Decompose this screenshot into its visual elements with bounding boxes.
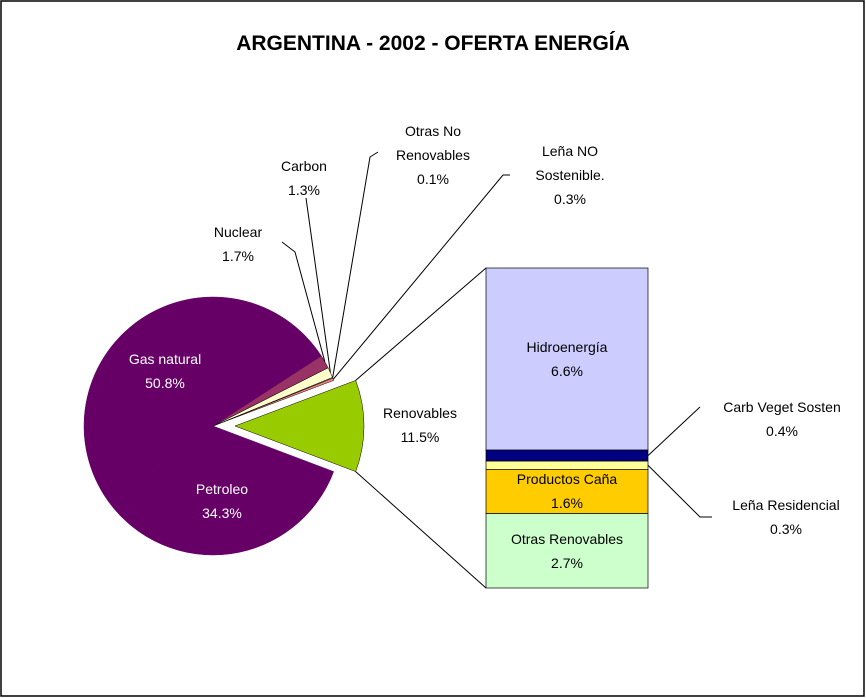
data-label: Otras Renovables 2.7% [492,527,642,575]
bar-segment [485,449,649,462]
leader-line [332,174,510,380]
label-text: Carbon [281,158,327,174]
leader-line [305,197,331,373]
label-text: Hidroenergía [526,339,608,356]
label-text: 2.7% [551,554,583,571]
label-text: Gas natural [128,351,202,367]
leader-line [332,151,379,378]
label-text: Otras No Renovables [396,123,470,163]
data-label: Leña Residencial 0.3% [686,493,866,541]
label-text: Petroleo [195,481,249,497]
pie-slice [108,425,334,556]
label-text: 6.6% [551,363,583,380]
data-label: Productos Caña 1.6% [492,467,642,515]
label-text: 1.7% [222,248,254,264]
connector [355,267,487,381]
pie-slice [83,296,322,502]
label-text: Renovables [383,405,457,421]
data-label: Carb Veget Sosten 0.4% [682,395,866,443]
data-label: Leña NO Sostenible. 0.3% [525,139,615,211]
leader-line [647,464,712,518]
data-label: Otras No Renovables 0.1% [388,119,478,191]
label-text: Otras Renovables [510,530,624,547]
label-text: Carb Veget Sosten [723,399,841,415]
label-text: Leña Residencial [732,497,840,513]
label-text: 0.3% [770,521,802,537]
data-label: Renovables 11.5% [365,401,475,449]
data-label: Nuclear 1.7% [203,220,273,268]
leader-line [281,241,326,362]
pie-slice [234,380,365,472]
bar-segment [485,469,649,514]
bar-segment [485,267,649,451]
label-text: 11.5% [400,429,440,445]
label-text: Nuclear [213,224,263,240]
data-label: Carbon 1.3% [269,154,339,202]
bar-segment [485,513,649,589]
leader-line [647,406,701,456]
label-text: 0.1% [417,171,449,187]
label-text: 0.4% [766,423,798,439]
connector [355,471,487,589]
label-text: 34.3% [202,505,242,521]
label-text: 50.8% [145,375,185,391]
data-label: Gas natural 50.8% [110,347,220,395]
data-label: Hidroenergía 6.6% [492,335,642,383]
label-text: 1.6% [551,495,583,512]
label-text: Leña NO Sostenible. [535,143,605,183]
label-text: 1.3% [288,182,320,198]
data-label: Petroleo 34.3% [167,477,277,525]
label-text: 0.3% [554,191,586,207]
chart-title: ARGENTINA - 2002 - OFERTA ENERGÍA [236,32,630,55]
label-text: Productos Caña [516,471,618,488]
